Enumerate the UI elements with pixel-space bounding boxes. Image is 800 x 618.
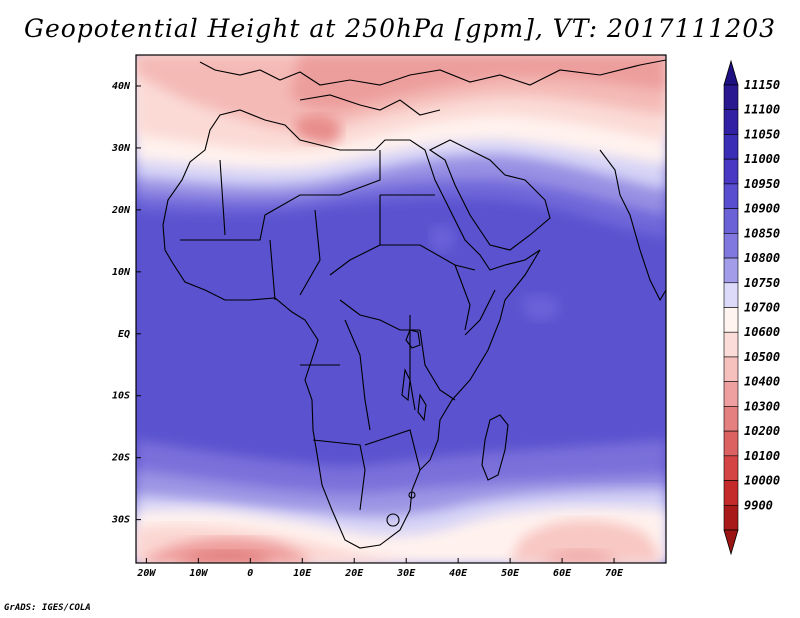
colorbar-label: 9900 — [744, 498, 773, 512]
colorbar-label: 11050 — [744, 127, 780, 141]
colorbar-swatch — [723, 233, 739, 259]
geopotential-field — [136, 55, 666, 563]
colorbar-swatch — [723, 430, 739, 457]
colorbar-label: 10950 — [744, 177, 780, 191]
lon-tick-label: 30E — [396, 568, 416, 579]
colorbar-label: 10000 — [744, 474, 780, 488]
colorbar-swatch — [723, 455, 739, 481]
lat-tick-label: 20S — [111, 453, 130, 464]
latitude-axis: 40N 30N 20N 10N EQ 10S 20S 30S — [111, 81, 141, 526]
colorbar-label: 10800 — [744, 251, 780, 265]
lon-tick-label: 20E — [344, 568, 364, 579]
colorbar-top-arrow — [723, 59, 739, 86]
coastlines — [162, 59, 666, 549]
colorbar-swatch — [723, 504, 739, 531]
lat-tick-label: EQ — [118, 329, 130, 340]
colorbar-label: 10850 — [744, 226, 780, 240]
lat-tick-label: 10S — [112, 391, 130, 402]
longitude-axis: 20W 10W 0 10E 20E 30E 40E 50E 60E 70E — [136, 558, 624, 579]
lat-tick-label: 30S — [111, 515, 130, 526]
colorbar-label: 11000 — [744, 152, 780, 166]
lon-tick-label: 40E — [449, 568, 468, 579]
map-title: Geopotential Height at 250hPa [gpm], VT:… — [23, 14, 777, 43]
colorbar-swatch — [723, 282, 739, 308]
grads-credit: GrADS: IGES/COLA — [4, 603, 91, 613]
lon-tick-label: 20W — [136, 568, 156, 579]
colorbar-label: 10700 — [744, 301, 780, 315]
colorbar-swatch — [723, 480, 739, 506]
colorbar-swatch — [723, 331, 739, 358]
colorbar-swatch — [723, 381, 739, 407]
lat-tick-label: 40N — [112, 81, 131, 92]
lon-tick-label: 10W — [189, 568, 208, 579]
colorbar-label: 10300 — [744, 399, 780, 413]
colorbar-label: 10900 — [744, 202, 780, 216]
colorbar-label: 10100 — [744, 449, 780, 463]
colorbar-label: 10750 — [744, 276, 780, 290]
lat-tick-label: 30N — [111, 143, 131, 154]
colorbar-label: 10400 — [744, 375, 780, 389]
lon-tick-label: 70E — [605, 568, 624, 579]
colorbar-swatch — [723, 307, 739, 333]
colorbar-label: 10500 — [744, 350, 780, 364]
colorbar-swatch — [723, 158, 739, 185]
lon-tick-label: 60E — [553, 568, 572, 579]
colorbar-swatch — [723, 257, 739, 284]
colorbar-label: 11100 — [744, 103, 780, 117]
colorbar-swatch — [723, 84, 739, 111]
lon-tick-label: 0 — [247, 568, 253, 579]
colorbar-label: 11150 — [744, 78, 780, 92]
colorbar-swatch — [723, 109, 739, 135]
lon-tick-label: 10E — [293, 568, 312, 579]
colorbar: 11150 11100 11050 11000 10950 10900 10850 10800… — [723, 59, 780, 556]
lat-tick-label: 10N — [112, 267, 131, 278]
colorbar-label: 10600 — [744, 325, 780, 339]
colorbar-swatch — [723, 208, 739, 234]
colorbar-swatch — [723, 356, 739, 382]
colorbar-swatch — [723, 183, 739, 209]
lat-tick-label: 20N — [111, 205, 131, 216]
map-frame — [135, 54, 667, 564]
colorbar-swatch — [723, 134, 739, 160]
colorbar-bottom-arrow — [723, 529, 739, 556]
colorbar-swatch — [723, 406, 739, 432]
colorbar-label: 10200 — [744, 424, 780, 438]
lon-tick-label: 50E — [501, 568, 520, 579]
